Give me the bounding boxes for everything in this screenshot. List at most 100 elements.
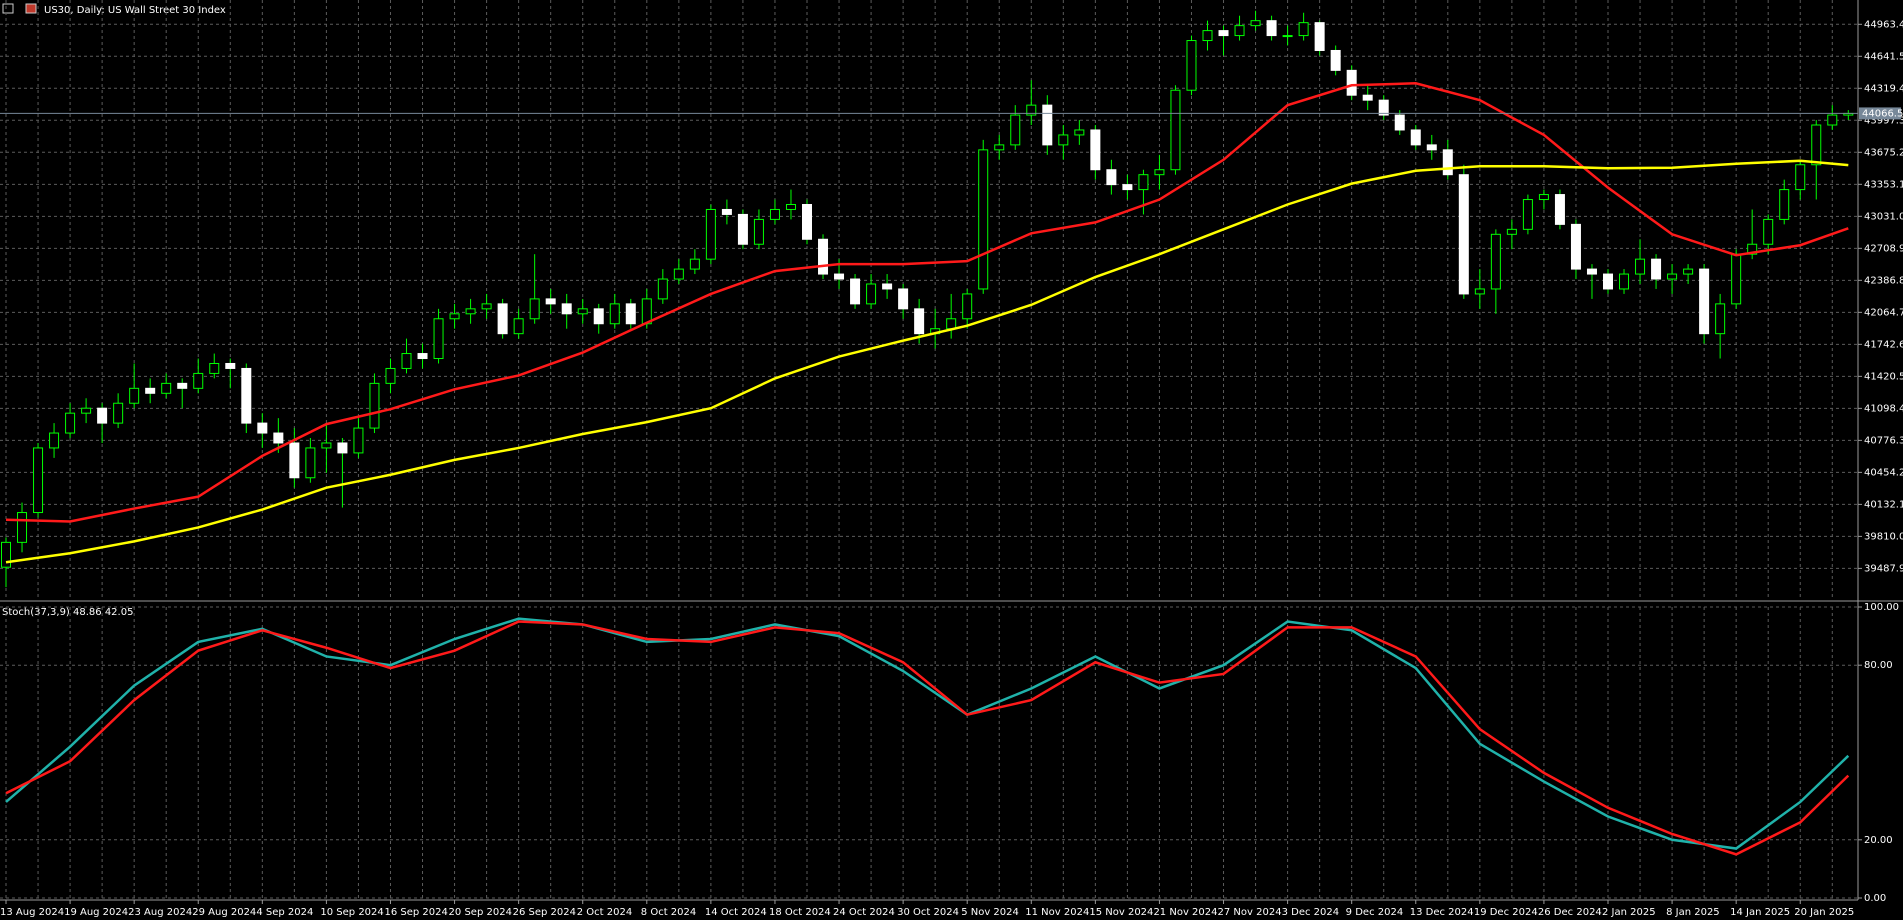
x-tick-label: 13 Aug 2024 xyxy=(0,907,64,918)
y-tick-label: 40776.3 xyxy=(1864,435,1903,446)
x-tick-label: 13 Dec 2024 xyxy=(1410,907,1474,918)
x-tick-label: 9 Dec 2024 xyxy=(1346,907,1404,918)
candle-body xyxy=(1346,69,1357,96)
candle-body xyxy=(401,353,412,369)
x-tick-label: 2 Jan 2025 xyxy=(1602,907,1656,918)
candle-body xyxy=(1635,258,1646,275)
candle-body xyxy=(818,238,829,275)
y-tick-label: 41742.6 xyxy=(1864,339,1903,350)
candle-body xyxy=(481,303,492,310)
candle-body xyxy=(1266,20,1277,37)
y-tick-label: 43675.2 xyxy=(1864,147,1903,158)
candle-body xyxy=(785,203,796,210)
candle-body xyxy=(1026,104,1037,116)
candle-body xyxy=(1747,243,1758,255)
x-tick-label: 19 Aug 2024 xyxy=(64,907,128,918)
candle-body xyxy=(737,213,748,245)
candle-body xyxy=(337,442,348,454)
candle-body xyxy=(353,427,364,454)
candle-body xyxy=(1779,189,1790,220)
y-tick-label: 41420.5 xyxy=(1864,371,1903,382)
candle-body xyxy=(161,382,172,394)
x-tick-label: 24 Oct 2024 xyxy=(833,907,895,918)
x-tick-label: 18 Oct 2024 xyxy=(769,907,831,918)
candle-body xyxy=(385,367,396,384)
x-tick-label: 5 Nov 2024 xyxy=(961,907,1019,918)
y-tick-label: 40454.2 xyxy=(1864,467,1903,478)
candle-body xyxy=(1570,223,1581,270)
y-tick-label: 100.00 xyxy=(1864,602,1899,613)
y-tick-label: 42386.8 xyxy=(1864,275,1903,286)
candle-body xyxy=(1298,22,1309,37)
candle-body xyxy=(81,407,92,414)
y-tick-label: 44641.5 xyxy=(1864,51,1903,62)
candle-body xyxy=(1330,49,1341,71)
candle-body xyxy=(113,402,124,424)
y-tick-label: 40132.1 xyxy=(1864,499,1903,510)
candle-body xyxy=(561,303,572,315)
candle-body xyxy=(1122,184,1133,191)
y-tick-label: 41098.4 xyxy=(1864,403,1903,414)
candle-body xyxy=(305,447,316,479)
candle-body xyxy=(1458,174,1469,295)
candle-body xyxy=(1651,258,1662,280)
candle-body xyxy=(1042,104,1053,146)
candle-body xyxy=(1138,174,1149,191)
y-tick-label: 42064.7 xyxy=(1864,307,1903,318)
candle-body xyxy=(1538,194,1549,201)
candle-body xyxy=(145,387,156,394)
x-tick-label: 14 Jan 2025 xyxy=(1730,907,1790,918)
y-tick-label: 0.00 xyxy=(1864,893,1886,904)
candle-body xyxy=(1106,169,1117,186)
candle-body xyxy=(1763,218,1774,245)
candle-body xyxy=(673,268,684,280)
moving-average xyxy=(5,82,1849,523)
last-price-label: 44066.5 xyxy=(1862,108,1903,119)
x-tick-label: 26 Dec 2024 xyxy=(1538,907,1602,918)
candle-body xyxy=(978,149,989,290)
candle-body xyxy=(257,422,268,434)
candle-body xyxy=(1394,114,1405,131)
candle-body xyxy=(625,303,636,325)
candle-body xyxy=(1154,169,1165,176)
y-tick-label: 43031.0 xyxy=(1864,211,1903,222)
candle-body xyxy=(1,541,11,568)
candle-body xyxy=(1282,35,1293,38)
y-tick-label: 39487.9 xyxy=(1864,563,1903,574)
x-tick-label: 8 Jan 2025 xyxy=(1666,907,1720,918)
last-price-box xyxy=(1859,107,1901,120)
x-tick-label: 21 Nov 2024 xyxy=(1153,907,1217,918)
x-tick-label: 27 Nov 2024 xyxy=(1218,907,1282,918)
y-tick-label: 80.00 xyxy=(1864,660,1893,671)
x-tick-label: 20 Jan 2025 xyxy=(1794,907,1854,918)
candle-body xyxy=(225,362,236,369)
candle-body xyxy=(1314,22,1325,51)
candle-body xyxy=(129,387,140,404)
candle-body xyxy=(1218,30,1229,37)
x-tick-label: 16 Sep 2024 xyxy=(384,907,447,918)
candle-body xyxy=(866,283,877,305)
candle-body xyxy=(1827,114,1838,126)
candle-body xyxy=(657,278,668,300)
x-tick-label: 15 Nov 2024 xyxy=(1089,907,1153,918)
stochastic-line xyxy=(5,617,1850,850)
candle-body xyxy=(1603,273,1613,290)
candle-body xyxy=(1410,129,1421,146)
candle-body xyxy=(209,362,220,374)
x-tick-label: 8 Oct 2024 xyxy=(641,907,696,918)
y-tick-label: 20.00 xyxy=(1864,835,1893,846)
candle-body xyxy=(193,372,204,389)
candle-body xyxy=(753,218,764,245)
x-tick-label: 11 Nov 2024 xyxy=(1025,907,1089,918)
candle-body xyxy=(1811,124,1822,166)
candle-body xyxy=(1619,273,1630,290)
candle-body xyxy=(882,283,893,290)
candle-body xyxy=(1522,199,1533,230)
candle-body xyxy=(946,318,957,330)
x-tick-label: 19 Dec 2024 xyxy=(1474,907,1538,918)
candle-body xyxy=(1795,164,1806,191)
candle-body xyxy=(705,208,716,260)
candle-body xyxy=(49,432,60,449)
candle-body xyxy=(449,313,460,320)
